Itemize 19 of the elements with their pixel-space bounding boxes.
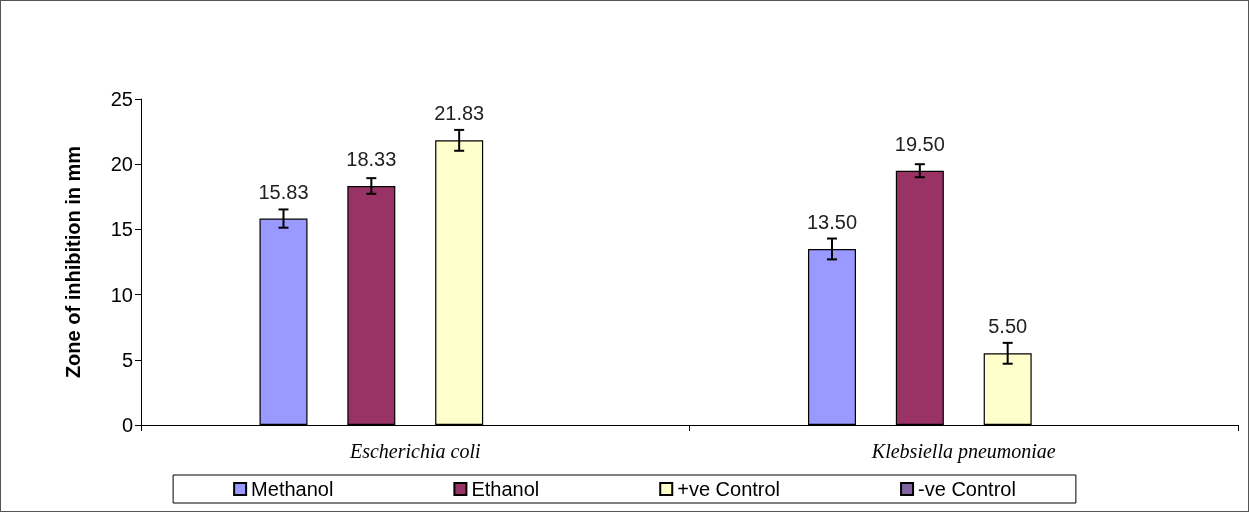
legend-label: Ethanol xyxy=(471,478,540,500)
data-label: 19.50 xyxy=(894,132,945,155)
x-tick-label: Klebsiella pneumoniae xyxy=(870,440,1056,463)
y-axis-title: Zone of inhibition in mm xyxy=(62,145,84,379)
y-tick-label: 20 xyxy=(110,153,133,176)
y-tick-label: 25 xyxy=(110,88,133,110)
x-tick-label: Escherichia coli xyxy=(348,440,481,462)
legend-label: Methanol xyxy=(251,478,334,500)
y-tick-label: 15 xyxy=(110,218,133,241)
legend-label: +ve Control xyxy=(677,478,781,500)
y-tick-label: 10 xyxy=(110,283,133,306)
data-label: 18.33 xyxy=(346,147,397,170)
data-label: 21.83 xyxy=(434,102,485,125)
y-tick-label: 0 xyxy=(121,414,133,436)
data-label: 15.83 xyxy=(258,180,309,203)
y-tick-label: 5 xyxy=(121,348,133,371)
data-label: 13.50 xyxy=(806,210,858,233)
data-label: 5.50 xyxy=(988,315,1028,338)
legend-label: -ve Control xyxy=(918,478,1016,500)
